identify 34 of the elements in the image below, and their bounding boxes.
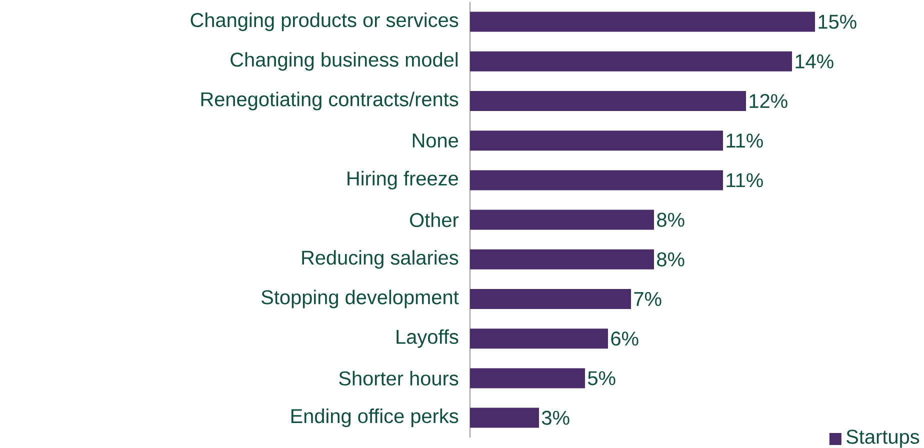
bar — [470, 91, 746, 111]
y-tick-label: Stopping development — [262, 290, 459, 308]
y-tick-label: Ending office perks — [291, 408, 458, 428]
data-label: 12% — [750, 94, 788, 108]
y-tick-label: Hiring freeze — [348, 170, 458, 190]
data-label: 5% — [588, 371, 616, 386]
y-tick-label: Shorter hours — [339, 370, 458, 386]
data-label: 3% — [542, 410, 570, 425]
data-label: 8% — [657, 212, 684, 227]
y-tick-label: Layoffs — [396, 329, 458, 348]
data-label: 15% — [818, 14, 856, 29]
data-label: 6% — [611, 332, 638, 346]
y-tick-label: Changing business model — [230, 52, 458, 71]
bar — [470, 289, 632, 310]
y-tick-label: Reducing salaries — [302, 250, 458, 269]
bar — [470, 408, 540, 428]
bar — [470, 130, 724, 151]
bar — [470, 368, 586, 388]
bar — [470, 170, 724, 190]
y-tick-label: None — [412, 134, 458, 148]
bar — [470, 210, 654, 230]
bar — [470, 12, 816, 32]
y-tick-label: Other — [410, 212, 459, 228]
data-label: 8% — [657, 252, 684, 266]
bar — [470, 328, 608, 349]
legend-label: Startups — [846, 430, 920, 448]
data-label: 11% — [726, 173, 763, 188]
data-label: 7% — [634, 292, 662, 306]
y-tick-label: Changing products or services — [190, 12, 458, 32]
bar — [470, 51, 792, 72]
y-tick-label: Renegotiating contracts/rents — [201, 92, 458, 110]
data-label: 14% — [796, 54, 834, 68]
data-label: 11% — [726, 134, 763, 148]
bar — [470, 249, 654, 270]
